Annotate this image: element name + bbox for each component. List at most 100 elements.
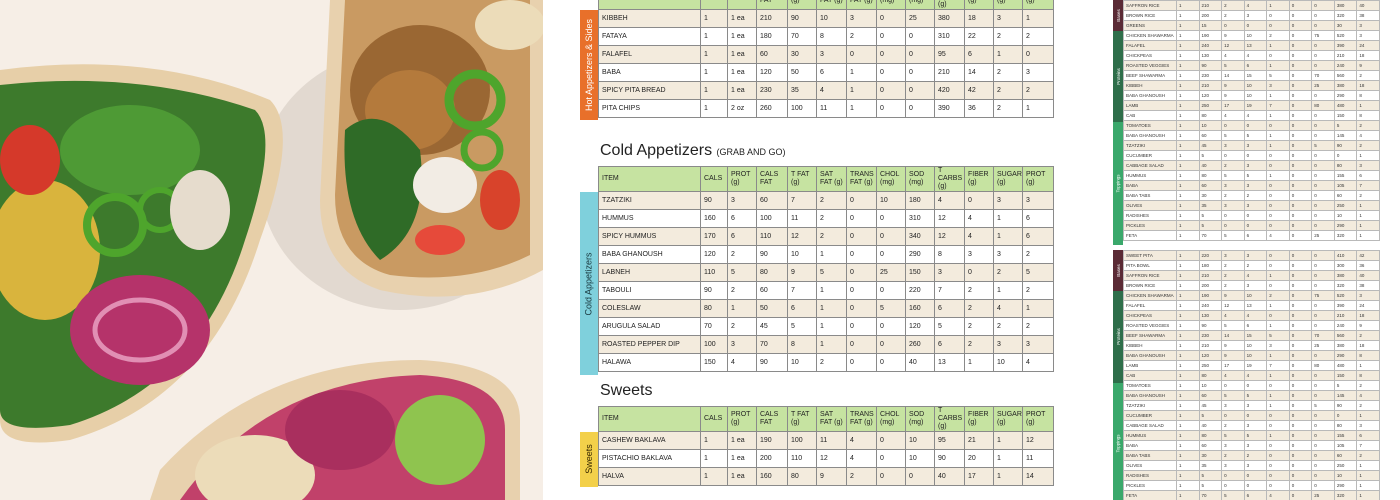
grid-row: ROASTED VEGGIES 1 90 5 6 1 0 0 240 9 — [1123, 320, 1380, 331]
column-header: FIBER (g) — [964, 166, 994, 192]
cell: 310 — [934, 27, 965, 46]
grid-cell: 0 — [1288, 30, 1313, 41]
column-header: T FAT (g) — [787, 406, 817, 432]
grid-cell: 180 — [1198, 260, 1223, 271]
grid-cell: 0 — [1311, 300, 1335, 311]
grid-cell: 390 — [1333, 40, 1358, 51]
cell: 6 — [964, 45, 994, 64]
column-header: SOD (mg) — [905, 166, 935, 192]
group-label-text: Proteins — [1115, 328, 1121, 345]
grid-cell: 0 — [1221, 470, 1245, 481]
column-header: TRANS FAT (g) — [846, 0, 877, 10]
grid-cell: 0 — [1311, 440, 1335, 451]
column-header: SAT FAT (g) — [816, 406, 847, 432]
cell: 13 — [934, 353, 965, 372]
grid-cell: 145 — [1333, 130, 1358, 141]
grid-cell: 210 — [1198, 0, 1223, 11]
grid-cell: 4 — [1221, 110, 1245, 121]
grid-cell: 5 — [1198, 150, 1223, 161]
grid-item: BABA TABS — [1123, 450, 1177, 461]
grid-cell: 10 — [1243, 340, 1268, 351]
item-name: FALAFEL — [598, 45, 701, 64]
grid-cell: 1 — [1266, 60, 1290, 71]
grid-item: LAMB — [1123, 100, 1177, 111]
cell: 0 — [846, 209, 877, 228]
cell: 2 — [727, 317, 757, 336]
cell: 11 — [1022, 449, 1054, 468]
grid-cell: 0 — [1243, 220, 1268, 231]
grid-cell: 0 — [1311, 380, 1335, 391]
grid-cell: 13 — [1243, 300, 1268, 311]
grid-row: CHICKEN SHAWARMA 1 190 9 10 2 0 75 520 3 — [1123, 290, 1380, 301]
grid-cell: 3 — [1221, 200, 1245, 211]
grid-cell: 1 — [1266, 90, 1290, 101]
grid-cell: 1 — [1176, 430, 1200, 441]
grid-cell: 8 — [1356, 90, 1380, 101]
header-row: ITEM CALS PROT (g) CALS FAT T FAT (g) SAT FAT… — [598, 166, 1054, 192]
grid-cell: 60 — [1333, 190, 1358, 201]
grid-cell: 10 — [1333, 210, 1358, 221]
grid-cell: 560 — [1333, 70, 1358, 81]
grid-cell: 380 — [1333, 0, 1358, 11]
grid-cell: 250 — [1198, 360, 1223, 371]
grid-cell: 250 — [1333, 460, 1358, 471]
cell: 0 — [876, 317, 906, 336]
grid-cell: 1 — [1176, 380, 1200, 391]
grid-cell: 0 — [1288, 370, 1313, 381]
cell: 1 — [727, 299, 757, 318]
cell: 3 — [993, 245, 1023, 264]
grid-cell: 0 — [1311, 310, 1335, 321]
section-label: Cold Appetizers — [580, 192, 598, 375]
grid-cell: 18 — [1356, 80, 1380, 91]
grid-cell: 390 — [1333, 300, 1358, 311]
cell: 90 — [700, 191, 728, 210]
table-row: ROASTED PEPPER DIP 100 3 70 8 1 0 0 260 6 2 3 3 — [598, 335, 1054, 354]
grid-cell: 0 — [1266, 10, 1290, 21]
grid-cell: 0 — [1288, 470, 1313, 481]
grid-cell: 5 — [1221, 320, 1245, 331]
grid-cell: 2 — [1221, 10, 1245, 21]
grid-cell: 0 — [1288, 410, 1313, 421]
grid-cell: 25 — [1311, 340, 1335, 351]
cell: 3 — [964, 245, 994, 264]
grid-cell: 1 — [1356, 460, 1380, 471]
cell: 310 — [905, 209, 935, 228]
grid-cell: 5 — [1243, 130, 1268, 141]
grid-row: BROWN RICE 1 200 2 3 0 0 0 320 38 — [1123, 10, 1380, 21]
grid-cell: 3 — [1243, 10, 1268, 21]
column-header: CALS — [700, 406, 728, 432]
item-name: ARUGULA SALAD — [598, 317, 701, 336]
grid-cell: 1 — [1356, 150, 1380, 161]
grid-cell: 90 — [1198, 60, 1223, 71]
cell: 2 — [993, 27, 1023, 46]
cell: 160 — [756, 467, 788, 486]
column-header: CALS FAT — [756, 0, 788, 10]
grid-cell: 2 — [1243, 190, 1268, 201]
grid-cell: 70 — [1198, 490, 1223, 500]
grid-cell: 1 — [1176, 150, 1200, 161]
item-name: FATAYA — [598, 27, 701, 46]
cell: 0 — [876, 81, 906, 100]
cell: 0 — [846, 299, 877, 318]
grid-row: SAFFRON RICE 1 210 2 4 1 0 0 380 40 — [1123, 0, 1380, 11]
grid-cell: 1 — [1176, 50, 1200, 61]
cell: 5 — [934, 317, 965, 336]
cell: 6 — [1022, 227, 1054, 246]
grid-cell: 0 — [1221, 150, 1245, 161]
grid-cell: 0 — [1311, 430, 1335, 441]
grid-cell: 1 — [1176, 40, 1200, 51]
grid-cell: 1 — [1266, 370, 1290, 381]
grid-row: LAMB 1 250 17 19 7 0 80 480 1 — [1123, 360, 1380, 371]
grid-cell: 1 — [1176, 20, 1200, 31]
cell: 6 — [727, 209, 757, 228]
grid-cell: 8 — [1356, 110, 1380, 121]
grid-cell: 320 — [1333, 10, 1358, 21]
table-row: BABA GHANOUSH 120 2 90 10 1 0 0 290 8 3 3 2 — [598, 245, 1054, 264]
grid-cell: 1 — [1356, 410, 1380, 421]
grid-cell: 10 — [1243, 290, 1268, 301]
item-name: COLESLAW — [598, 299, 701, 318]
cell: 17 — [964, 467, 994, 486]
grid-item: KIBBEH — [1123, 340, 1177, 351]
grid-item: TOMATOES — [1123, 380, 1177, 391]
